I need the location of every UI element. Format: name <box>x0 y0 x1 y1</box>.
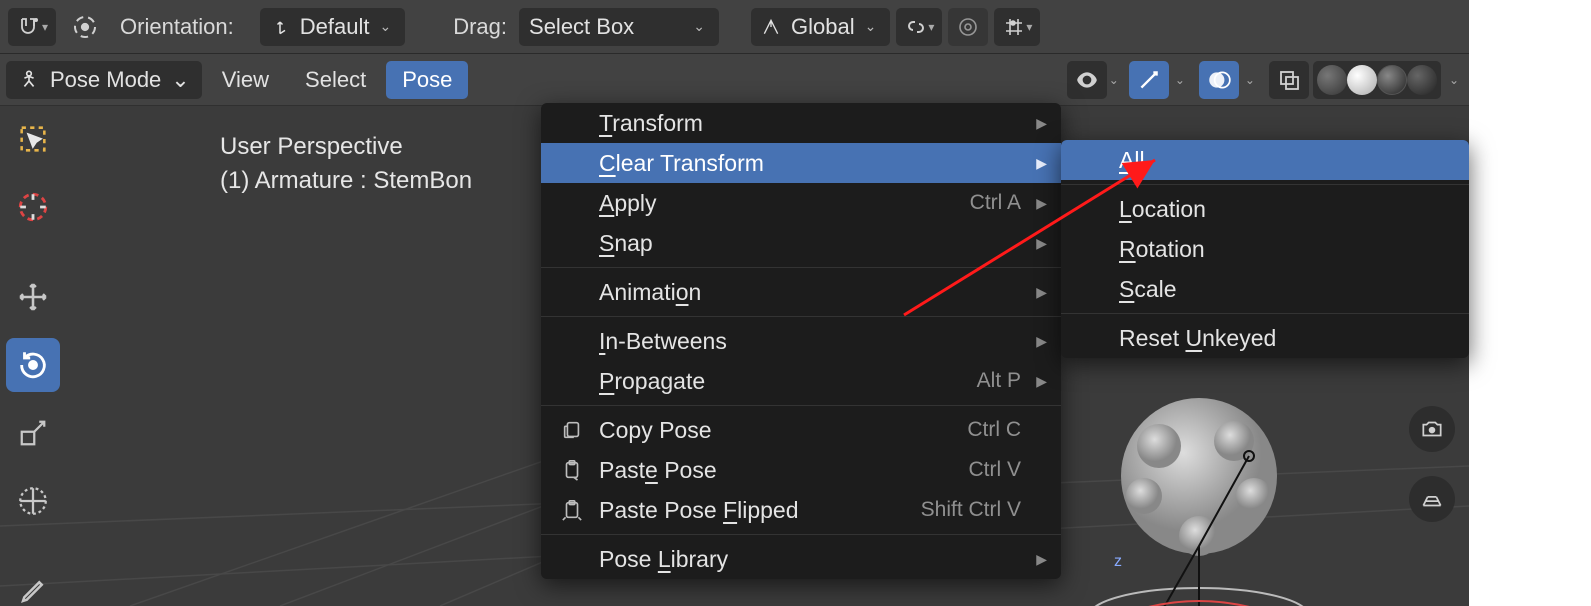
copy-icon <box>559 417 585 443</box>
link-icon-button[interactable]: ▾ <box>896 8 942 46</box>
tool-column <box>6 112 66 606</box>
menu-pose[interactable]: Pose <box>386 61 468 99</box>
svg-text:z: z <box>1114 553 1122 570</box>
snap-grid-icon-button[interactable]: ▾ <box>994 8 1040 46</box>
perspective-grid-icon[interactable] <box>1409 476 1455 522</box>
coord-value: Global <box>791 14 855 40</box>
camera-view-icon[interactable] <box>1409 406 1455 452</box>
coord-icon <box>761 17 781 37</box>
shortcut-label: Ctrl V <box>969 458 1022 482</box>
drag-value: Select Box <box>529 14 634 40</box>
menu-item-apply[interactable]: ApplyCtrl A▶ <box>541 183 1061 223</box>
drag-label: Drag: <box>447 14 513 40</box>
submenu-arrow-icon: ▶ <box>1036 284 1047 301</box>
chevron-down-icon: ⌄ <box>171 67 189 93</box>
visibility-icon-button[interactable] <box>1067 61 1107 99</box>
shading-rendered[interactable] <box>1407 65 1437 95</box>
tool-select-box[interactable] <box>6 112 60 166</box>
menu-item-paste-pose-flipped[interactable]: Paste Pose FlippedShift Ctrl V <box>541 490 1061 530</box>
submenu-arrow-icon: ▶ <box>1036 155 1047 172</box>
tool-scale[interactable] <box>6 406 60 460</box>
magnet-icon-button[interactable]: ▾ <box>8 8 56 46</box>
menu-item-propagate[interactable]: PropagateAlt P▶ <box>541 361 1061 401</box>
menu-item-paste-pose[interactable]: Paste PoseCtrl V <box>541 450 1061 490</box>
menu-select[interactable]: Select <box>289 61 382 99</box>
refresh-icon-button[interactable] <box>62 8 108 46</box>
paste-flipped-icon <box>559 497 585 523</box>
editor-menu-bar: Pose Mode ⌄ View Select Pose ⌄ ⌄ ⌄ ⌄ <box>0 54 1469 106</box>
submenu-item-scale[interactable]: Scale <box>1061 269 1469 309</box>
menu-item-pose-library[interactable]: Pose Library▶ <box>541 539 1061 579</box>
submenu-arrow-icon: ▶ <box>1036 235 1047 252</box>
orientation-value: Default <box>300 14 370 40</box>
model-preview: z <box>1049 386 1349 606</box>
gizmo-icon-button[interactable] <box>1129 61 1169 99</box>
viewport-nav-column <box>1409 406 1455 522</box>
chevron-down-icon: ⌄ <box>865 18 877 35</box>
menu-item-transform[interactable]: Transform▶ <box>541 103 1061 143</box>
paste-icon <box>559 457 585 483</box>
submenu-arrow-icon: ▶ <box>1036 551 1047 568</box>
shading-solid[interactable] <box>1347 65 1377 95</box>
shortcut-label: Shift Ctrl V <box>921 498 1021 522</box>
viewport-info: User Perspective (1) Armature : StemBon <box>220 130 472 198</box>
submenu-arrow-icon: ▶ <box>1036 115 1047 132</box>
chevron-down-icon: ⌄ <box>693 18 705 35</box>
pose-menu-popup: Transform▶ Clear Transform▶ ApplyCtrl A▶… <box>541 103 1061 579</box>
xray-icon-button[interactable] <box>1269 61 1309 99</box>
tool-rotate[interactable] <box>6 338 60 392</box>
shortcut-label: Alt P <box>977 369 1021 393</box>
submenu-item-location[interactable]: Location <box>1061 189 1469 229</box>
submenu-arrow-icon: ▶ <box>1036 195 1047 212</box>
menu-item-in-betweens[interactable]: In-Betweens▶ <box>541 321 1061 361</box>
shortcut-label: Ctrl A <box>970 191 1021 215</box>
proportional-icon-button[interactable] <box>948 8 988 46</box>
shortcut-label: Ctrl C <box>967 418 1021 442</box>
coord-dropdown[interactable]: Global ⌄ <box>751 8 890 46</box>
menu-item-animation[interactable]: Animation▶ <box>541 272 1061 312</box>
shading-matprev[interactable] <box>1377 65 1407 95</box>
shading-mode-group <box>1313 61 1441 99</box>
shading-wireframe[interactable] <box>1317 65 1347 95</box>
tool-cursor[interactable] <box>6 180 60 234</box>
clear-transform-submenu: All Location Rotation Scale Reset Unkeye… <box>1061 140 1469 358</box>
submenu-item-all[interactable]: All <box>1061 140 1469 180</box>
menu-view[interactable]: View <box>206 61 285 99</box>
mode-dropdown[interactable]: Pose Mode ⌄ <box>6 61 202 99</box>
overlay-icon-button[interactable] <box>1199 61 1239 99</box>
menu-item-copy-pose[interactable]: Copy PoseCtrl C <box>541 410 1061 450</box>
drag-dropdown[interactable]: Select Box ⌄ <box>519 8 719 46</box>
orientation-label: Orientation: <box>114 14 240 40</box>
orientation-dropdown[interactable]: Default ⌄ <box>260 8 405 46</box>
submenu-item-reset-unkeyed[interactable]: Reset Unkeyed <box>1061 318 1469 358</box>
mode-label: Pose Mode <box>50 67 161 93</box>
tool-transform[interactable] <box>6 474 60 528</box>
viewport-info-line1: User Perspective <box>220 130 472 164</box>
menu-item-clear-transform[interactable]: Clear Transform▶ <box>541 143 1061 183</box>
header-bar: ▾ Orientation: Default ⌄ Drag: Select Bo… <box>0 0 1469 54</box>
tool-annotate[interactable] <box>6 564 60 606</box>
submenu-arrow-icon: ▶ <box>1036 373 1047 390</box>
tool-move[interactable] <box>6 270 60 324</box>
menu-item-snap[interactable]: Snap▶ <box>541 223 1061 263</box>
submenu-item-rotation[interactable]: Rotation <box>1061 229 1469 269</box>
axes-icon <box>270 17 290 37</box>
viewport-info-line2: (1) Armature : StemBon <box>220 164 472 198</box>
chevron-down-icon: ⌄ <box>379 18 391 35</box>
pose-mode-icon <box>18 69 40 91</box>
submenu-arrow-icon: ▶ <box>1036 333 1047 350</box>
